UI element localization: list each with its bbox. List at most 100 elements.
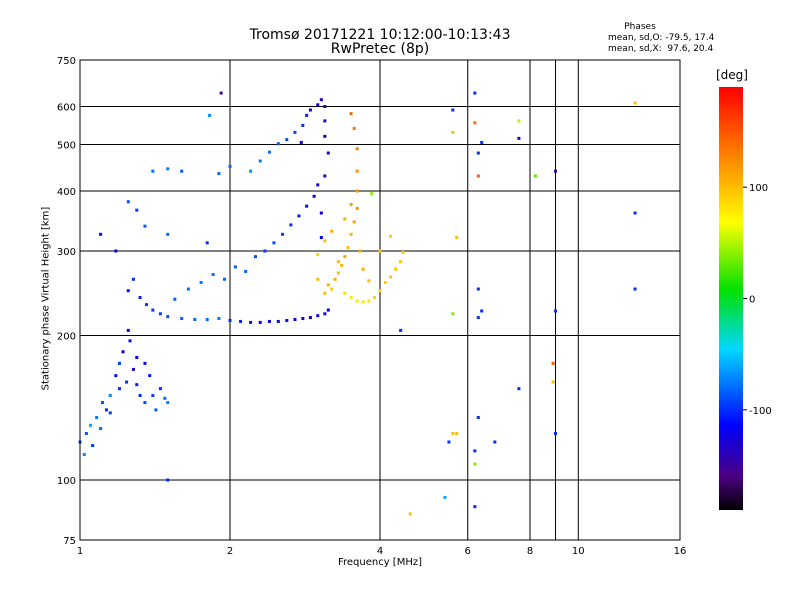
echo-point-o — [205, 241, 209, 245]
echo-point-x — [349, 202, 353, 206]
phases-o-stats: mean, sd,O: -79.5, 17.4 — [608, 33, 715, 43]
colorbar-tick-label: 100 — [749, 183, 768, 194]
phases-title: Phases — [624, 22, 656, 32]
echo-point-o — [228, 164, 232, 168]
chart-grid — [80, 60, 680, 540]
echo-point-scattered — [166, 478, 170, 482]
echo-point-o — [233, 265, 237, 269]
echo-point-scattered — [551, 361, 555, 365]
echo-point-x — [383, 280, 387, 284]
x-tick-label: 8 — [527, 546, 533, 557]
echo-point-o — [95, 415, 99, 419]
echo-point-o — [258, 320, 262, 324]
echo-point-scattered — [633, 211, 637, 215]
echo-point-o — [166, 315, 170, 319]
echo-point-scattered — [493, 440, 497, 444]
echo-point-o — [121, 350, 125, 354]
echo-point-o — [117, 361, 121, 365]
echo-point-o — [173, 297, 177, 301]
echo-point-x — [330, 229, 334, 233]
echo-point-o — [148, 374, 152, 378]
echo-point-o — [131, 367, 135, 371]
echo-point-o — [117, 387, 121, 391]
echo-point-x — [340, 263, 344, 267]
echo-point-o — [135, 383, 139, 387]
echo-point-scattered — [208, 113, 212, 117]
echo-point-o — [326, 151, 330, 155]
echo-point-scattered — [473, 121, 477, 125]
echo-point-scattered — [480, 309, 484, 313]
echo-point-x — [361, 300, 365, 304]
y-tick-label: 100 — [57, 476, 76, 487]
echo-point-o — [244, 269, 248, 273]
echo-point-scattered — [476, 151, 480, 155]
echo-point-x — [355, 169, 359, 173]
colorbar-tick-label: -100 — [749, 406, 772, 417]
echo-point-o — [89, 423, 93, 427]
echo-point-o — [263, 249, 267, 253]
x-tick-label: 1 — [77, 546, 83, 557]
phases-x-stats: mean, sd,X: 97.6, 20.4 — [608, 44, 714, 54]
echo-point-scattered — [633, 287, 637, 291]
echo-point-o — [126, 289, 130, 293]
echo-point-o — [217, 172, 221, 176]
echo-point-o — [319, 211, 323, 215]
echo-point-o — [253, 255, 257, 259]
echo-point-o — [297, 214, 301, 218]
echo-point-o — [193, 317, 197, 321]
echo-point-o — [272, 241, 276, 245]
x-tick-label: 4 — [377, 546, 383, 557]
echo-point-o — [138, 394, 142, 398]
x-axis-label: Frequency [MHz] — [337, 557, 423, 568]
echo-point-x — [378, 249, 382, 253]
echo-point-o — [267, 319, 271, 323]
chart-points — [78, 91, 637, 516]
echo-point-x — [389, 234, 393, 238]
echo-point-o — [228, 318, 232, 322]
echo-point-o — [135, 355, 139, 359]
colorbar-ticks: 100 0 -100 — [743, 183, 772, 417]
echo-point-scattered — [476, 287, 480, 291]
echo-point-o — [289, 223, 293, 227]
echo-point-o — [91, 444, 95, 448]
echo-point-scattered — [299, 140, 303, 144]
echo-point-o — [131, 277, 135, 281]
echo-point-x — [330, 287, 334, 291]
colorbar-unit-label: [deg] — [716, 68, 748, 82]
y-tick-label: 500 — [57, 141, 76, 152]
echo-point-o — [82, 453, 86, 457]
echo-point-o — [199, 280, 203, 284]
echo-point-scattered — [370, 192, 374, 196]
echo-point-x — [401, 250, 405, 254]
chart-title-line-2: RwPretec (8p) — [330, 41, 430, 57]
y-axis-ticks: 75 100 200 300 400 500 600 750 — [57, 56, 76, 547]
echo-point-o — [316, 103, 320, 107]
echo-point-o — [239, 319, 243, 323]
echo-point-x — [323, 291, 327, 295]
echo-point-scattered — [447, 440, 451, 444]
echo-point-o — [276, 319, 280, 323]
echo-point-o — [281, 232, 285, 236]
echo-point-scattered — [553, 309, 557, 313]
echo-point-x — [394, 267, 398, 271]
echo-point-o — [151, 169, 155, 173]
echo-point-o — [114, 374, 118, 378]
echo-point-x — [316, 253, 320, 257]
echo-point-x — [355, 299, 359, 303]
echo-point-scattered — [476, 174, 480, 178]
chart-title-line-1: Tromsø 20171221 10:12:00-10:13:43 — [249, 27, 511, 43]
echo-point-scattered — [451, 432, 455, 436]
echo-point-scattered — [473, 449, 477, 453]
x-tick-label: 10 — [572, 546, 585, 557]
echo-point-o — [108, 411, 112, 415]
echo-point-o — [316, 183, 320, 187]
echo-point-x — [355, 147, 359, 151]
echo-point-scattered — [219, 91, 223, 95]
echo-point-o — [211, 273, 215, 277]
echo-point-x — [389, 275, 393, 279]
echo-point-x — [361, 267, 365, 271]
echo-point-o — [151, 308, 155, 312]
echo-point-o — [249, 320, 253, 324]
echo-point-o — [285, 138, 289, 142]
echo-point-o — [305, 204, 309, 208]
